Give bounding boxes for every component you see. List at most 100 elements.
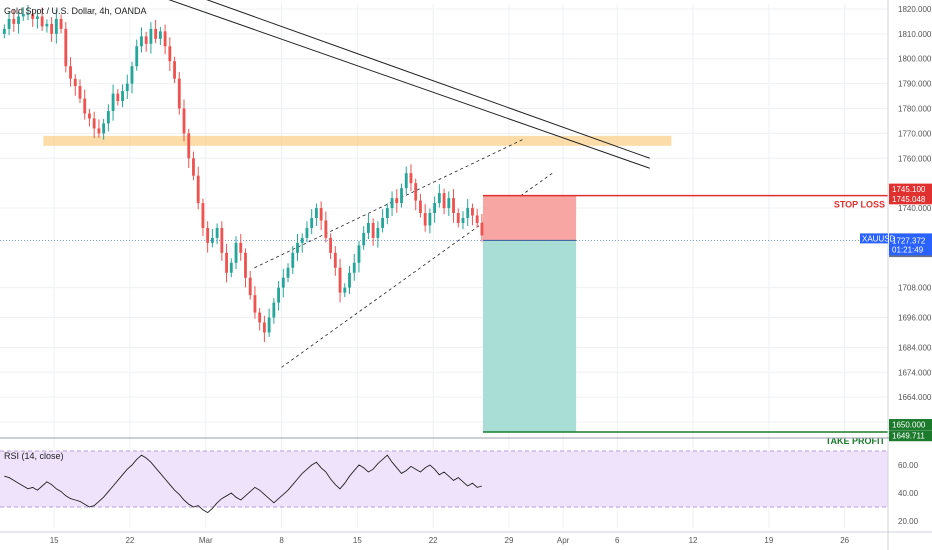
candle-body xyxy=(258,312,262,323)
candle-body xyxy=(21,13,25,17)
candle-body xyxy=(158,31,162,39)
candle-body xyxy=(314,208,318,218)
candle-body xyxy=(400,188,403,204)
price-tick-label: 1790.000 xyxy=(898,80,932,89)
candle-body xyxy=(111,93,115,111)
candle-body xyxy=(83,98,87,114)
take-profit-price-badge: 1650.000 xyxy=(892,421,926,430)
candle-body xyxy=(329,237,333,253)
candle-body xyxy=(348,272,351,288)
current-price-badge-bg xyxy=(889,233,932,256)
candle-body xyxy=(17,16,20,24)
stop-loss-label: STOP LOSS xyxy=(834,200,885,210)
candle-body xyxy=(201,203,205,228)
candle-body xyxy=(461,218,465,223)
candle-body xyxy=(248,277,252,296)
candle-body xyxy=(437,193,441,204)
candle-body xyxy=(45,23,49,27)
candle-body xyxy=(447,198,451,209)
x-tick-label: 19 xyxy=(764,536,773,545)
candle-body xyxy=(173,61,176,79)
candle-body xyxy=(135,46,139,67)
candle-body xyxy=(2,28,6,34)
x-tick-label: 12 xyxy=(689,536,698,545)
candle-body xyxy=(144,36,148,44)
candle-body xyxy=(239,242,243,253)
x-tick-label: 8 xyxy=(279,536,284,545)
candle-body xyxy=(149,28,153,44)
price-tick-label: 1760.000 xyxy=(898,154,932,163)
candle-body xyxy=(352,262,356,273)
candle-body xyxy=(367,222,370,233)
candle-body xyxy=(272,302,276,318)
rising-channel-upper xyxy=(254,138,526,269)
candle-body xyxy=(310,218,314,228)
candle-body xyxy=(31,13,35,19)
price-tick-label: 1664.000 xyxy=(898,393,932,402)
candle-body xyxy=(404,173,408,189)
candle-body xyxy=(333,252,337,268)
rsi-tick-label: 20.00 xyxy=(898,517,919,526)
price-tick-label: 1674.000 xyxy=(898,368,932,377)
stop-loss-price-badge: 1745.100 xyxy=(892,185,926,194)
candle-body xyxy=(225,252,228,273)
candle-body xyxy=(92,118,96,129)
rsi-band xyxy=(0,451,888,507)
price-tick-label: 1780.000 xyxy=(898,105,932,114)
candle-body xyxy=(88,113,91,119)
x-tick-label: 6 xyxy=(615,536,620,545)
price-tick-label: 1810.000 xyxy=(898,30,932,39)
candle-body xyxy=(210,237,214,243)
candle-body xyxy=(54,18,58,34)
candle-body xyxy=(50,23,54,34)
candle-body xyxy=(102,123,106,134)
candle-body xyxy=(466,208,470,218)
symbol-badge-bg xyxy=(860,233,888,244)
x-tick-label: 22 xyxy=(125,536,134,545)
candle-body xyxy=(338,267,342,293)
candle-body xyxy=(409,173,413,184)
candle-body xyxy=(234,242,238,263)
price-tick-label: 1800.000 xyxy=(898,55,932,64)
x-tick-label: Mar xyxy=(199,536,213,545)
stop-loss-price-badge-2: 1745.048 xyxy=(892,195,926,204)
candle-body xyxy=(154,28,158,39)
candle-body xyxy=(36,16,39,19)
candle-body xyxy=(7,18,11,29)
candle-body xyxy=(40,16,44,27)
candle-body xyxy=(433,203,437,214)
rsi-title: RSI (14, close) xyxy=(4,451,64,461)
position-tool: STOP LOSS TAKE PROFIT xyxy=(0,194,888,446)
candle-body xyxy=(343,287,347,293)
candle-body xyxy=(414,183,418,201)
stop-loss-price-badge-2-bg xyxy=(889,193,932,205)
grid-lines xyxy=(0,4,888,528)
rsi-tick-label: 40.00 xyxy=(898,489,919,498)
price-tick-label: 1708.000 xyxy=(898,284,932,293)
take-profit-label: TAKE PROFIT xyxy=(826,436,886,446)
candle-body xyxy=(385,208,389,218)
candle-body xyxy=(452,198,455,214)
price-tick-label: 1770.000 xyxy=(898,129,932,138)
descending-trendline-upper xyxy=(168,0,650,169)
candle-body xyxy=(64,28,68,67)
candle-body xyxy=(125,83,129,92)
candle-body xyxy=(376,227,380,238)
candle-body xyxy=(106,111,110,124)
candle-body xyxy=(281,277,285,288)
candle-body xyxy=(12,18,16,24)
candle-body xyxy=(116,93,120,102)
candle-body xyxy=(69,66,72,79)
candle-body xyxy=(78,86,82,99)
candle-body xyxy=(244,252,247,278)
take-profit-price-badge-bg xyxy=(889,419,932,431)
candle-body xyxy=(192,158,195,176)
candle-body xyxy=(267,317,271,333)
candle-body xyxy=(286,267,290,278)
take-profit-price-badge-2-bg xyxy=(889,430,932,442)
candle-body xyxy=(324,220,328,238)
candle-body xyxy=(262,322,266,333)
candle-body xyxy=(357,245,361,263)
symbol-badge: XAUUSD xyxy=(862,234,896,243)
